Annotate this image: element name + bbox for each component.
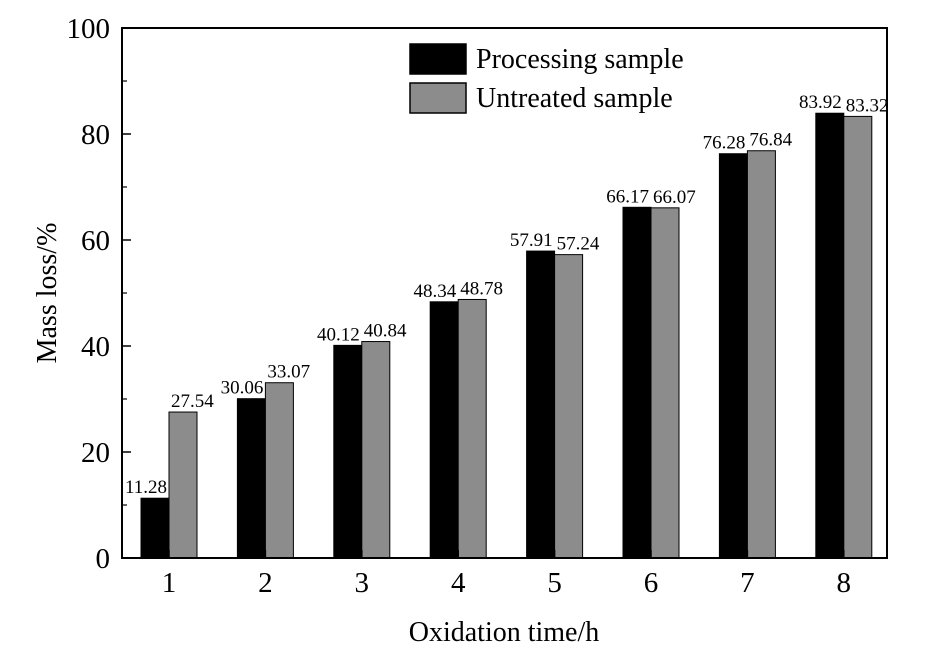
bar-untreated-5 [554, 254, 584, 559]
bar-processing-7 [718, 153, 748, 559]
y-axis-title: Mass loss/% [32, 223, 63, 364]
legend-label-processing: Processing sample [476, 44, 684, 75]
bar-processing-8 [815, 112, 845, 559]
x-tick-label-3: 3 [355, 567, 370, 599]
bar-processing-1 [140, 497, 170, 559]
y-tick-label-100: 100 [67, 13, 111, 45]
bar-processing-6 [622, 206, 652, 559]
data-label-processing-3: 40.12 [317, 324, 360, 345]
data-label-untreated-5: 57.24 [557, 234, 600, 255]
data-label-processing-4: 48.34 [413, 281, 456, 302]
bar-processing-5 [526, 250, 556, 559]
bar-untreated-4 [457, 298, 487, 559]
y-tick-label-60: 60 [81, 225, 110, 257]
data-label-untreated-8: 83.32 [846, 95, 889, 116]
bar-untreated-8 [843, 115, 873, 559]
data-label-processing-2: 30.06 [221, 378, 264, 399]
data-label-untreated-1: 27.54 [171, 391, 214, 412]
x-tick-label-8: 8 [837, 567, 852, 599]
bar-processing-2 [236, 398, 266, 559]
x-tick-label-1: 1 [162, 567, 177, 599]
x-tick-label-2: 2 [258, 567, 273, 599]
data-label-untreated-3: 40.84 [364, 321, 407, 342]
y-tick-label-20: 20 [81, 437, 110, 469]
x-tick-label-5: 5 [547, 567, 562, 599]
legend-label-untreated: Untreated sample [476, 83, 673, 114]
legend-swatch-untreated [409, 82, 467, 114]
bar-untreated-7 [746, 150, 776, 559]
y-tick-label-80: 80 [81, 119, 110, 151]
x-tick-label-4: 4 [451, 567, 466, 599]
data-label-processing-7: 76.28 [703, 133, 746, 154]
legend: Processing sample Untreated sample [409, 43, 684, 114]
y-tick-label-0: 0 [96, 543, 111, 575]
bars-layer [140, 112, 873, 559]
data-label-processing-1: 11.28 [125, 477, 167, 498]
bar-untreated-6 [650, 207, 680, 559]
data-label-untreated-2: 33.07 [267, 362, 310, 383]
y-tick-label-40: 40 [81, 331, 110, 363]
data-label-processing-8: 83.92 [799, 92, 842, 113]
bar-processing-4 [429, 301, 459, 559]
x-tick-label-7: 7 [740, 567, 755, 599]
x-tick-label-6: 6 [644, 567, 659, 599]
bar-processing-3 [333, 344, 363, 559]
data-label-untreated-7: 76.84 [749, 130, 792, 151]
x-axis-title: Oxidation time/h [409, 617, 600, 648]
data-label-untreated-6: 66.07 [653, 187, 696, 208]
bar-untreated-2 [264, 382, 294, 559]
bar-untreated-3 [361, 341, 391, 559]
legend-swatch-processing [409, 43, 467, 75]
bar-untreated-1 [168, 411, 198, 559]
data-label-processing-5: 57.91 [510, 230, 553, 251]
data-label-processing-6: 66.17 [606, 186, 649, 207]
data-label-untreated-4: 48.78 [460, 278, 503, 299]
